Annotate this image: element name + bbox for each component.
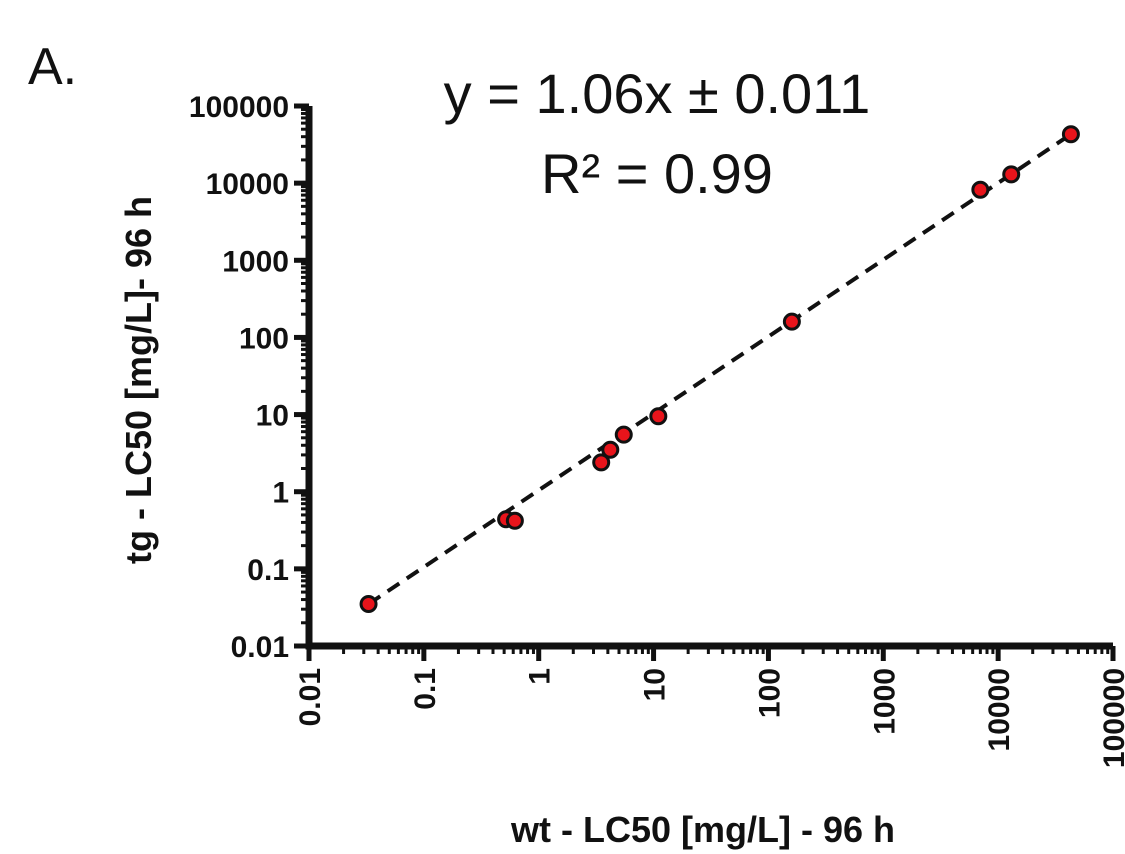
- y-tick-label: 100: [239, 322, 289, 355]
- y-tick-labels: 0.01 0.1 1 10 100 1000 10000 100000: [189, 91, 289, 664]
- x-tick-label: 1: [524, 668, 557, 685]
- data-point: [1002, 165, 1021, 184]
- data-point: [782, 312, 801, 331]
- x-tick-label: 10: [639, 668, 672, 701]
- x-tick-label: 10000: [983, 668, 1016, 751]
- y-tick-label: 10: [256, 400, 289, 433]
- data-point: [601, 440, 620, 459]
- axis-lines: [305, 106, 1113, 650]
- panel-label: A.: [28, 38, 77, 96]
- y-tick-label: 0.1: [247, 554, 289, 587]
- x-tick-label: 100000: [1098, 668, 1125, 768]
- r-squared-annotation: R² = 0.99: [541, 142, 773, 205]
- fit-line: [367, 132, 1073, 606]
- x-axis-title: wt - LC50 [mg/L] - 96 h: [510, 809, 895, 850]
- data-point: [359, 595, 378, 614]
- x-tick-labels: 0.01 0.1 1 10 100 1000 10000 100000: [294, 668, 1125, 768]
- y-tick-label: 10000: [206, 168, 289, 201]
- data-point: [614, 425, 633, 444]
- data-point: [505, 511, 524, 530]
- y-axis-title: tg - LC50 [mg/L]- 96 h: [118, 196, 159, 564]
- y-tick-label: 100000: [189, 91, 289, 124]
- data-point: [592, 453, 611, 472]
- x-tick-label: 0.01: [294, 668, 327, 726]
- data-point: [649, 407, 668, 426]
- x-tick-label: 1000: [868, 668, 901, 735]
- equation-annotation: y = 1.06x ± 0.011: [444, 62, 871, 125]
- data-point: [971, 180, 990, 199]
- y-tick-label: 1: [272, 477, 289, 510]
- x-tick-label: 0.1: [409, 668, 442, 710]
- data-point: [1061, 125, 1080, 144]
- data-points: [359, 125, 1080, 614]
- x-tick-label: 100: [753, 668, 786, 718]
- y-tick-label: 0.01: [231, 631, 289, 664]
- y-tick-label: 1000: [222, 245, 289, 278]
